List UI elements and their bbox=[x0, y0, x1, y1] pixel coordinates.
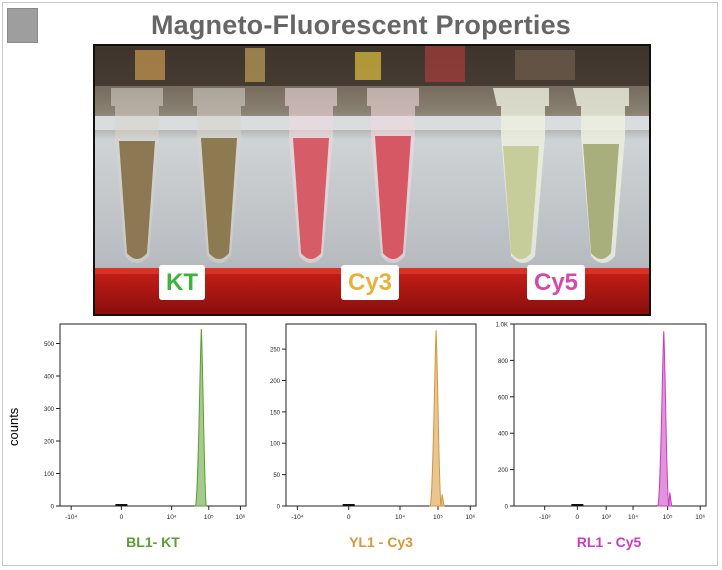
x-tick-label: 10⁴ bbox=[395, 514, 405, 521]
histogram-rl1: 0 200 400 600 800 1.0K -10³ 0 10³ 10⁴ 10⁵ 10⁶ bbox=[484, 322, 712, 548]
baseline-noise bbox=[571, 504, 584, 506]
plot-frame bbox=[513, 323, 707, 507]
y-tick-label: 400 bbox=[44, 375, 55, 381]
x-tick-label: 10⁵ bbox=[663, 514, 673, 521]
y-axis-label: counts bbox=[6, 407, 21, 446]
x-tick-label: 10³ bbox=[601, 514, 611, 521]
tube-label-cy5: Cy5 bbox=[527, 265, 586, 300]
tubes-photo: KT Cy3 Cy5 bbox=[93, 44, 651, 316]
x-tick-label: 10⁵ bbox=[433, 514, 443, 521]
y-tick-label: 250 bbox=[270, 348, 281, 354]
plot-frame bbox=[285, 323, 477, 507]
x-tick-label: 0 bbox=[120, 514, 124, 521]
corner-box bbox=[7, 8, 38, 43]
baseline-noise bbox=[342, 504, 355, 506]
y-tick-label: 150 bbox=[270, 410, 281, 416]
plot-frame bbox=[59, 323, 247, 507]
histogram-peak bbox=[429, 330, 445, 507]
x-tick-label: 0 bbox=[576, 514, 580, 521]
histogram-peak bbox=[194, 328, 208, 507]
y-tick-label: 1.0K bbox=[496, 323, 508, 329]
tube-label-cy3: Cy3 bbox=[341, 265, 400, 300]
histogram-peak bbox=[656, 331, 673, 507]
slide-title: Magneto-Fluorescent Properties bbox=[150, 10, 572, 40]
x-axis-label-bl1: BL1- KT bbox=[126, 534, 180, 550]
histogram-yl1: 0 50 100 150 200 250 -10⁴ 0 10⁴ 10⁵ 10⁶ bbox=[256, 322, 482, 548]
y-tick-label: 800 bbox=[498, 359, 509, 365]
x-tick-label: 10⁵ bbox=[204, 514, 214, 521]
y-tick-label: 200 bbox=[270, 379, 281, 385]
y-tick-label: 500 bbox=[44, 342, 55, 348]
y-tick-label: 100 bbox=[44, 472, 55, 478]
x-tick-label: 10⁴ bbox=[167, 514, 177, 521]
x-tick-label: -10³ bbox=[539, 514, 551, 521]
y-tick-label: 200 bbox=[498, 468, 509, 474]
y-tick-label: 0 bbox=[51, 505, 55, 511]
x-axis-label-yl1: YL1 - Cy3 bbox=[349, 534, 413, 550]
x-tick-label: -10⁴ bbox=[65, 514, 77, 521]
baseline-noise bbox=[115, 504, 128, 506]
y-tick-label: 600 bbox=[498, 395, 509, 401]
x-tick-label: -10⁴ bbox=[291, 514, 303, 521]
y-tick-label: 0 bbox=[277, 505, 281, 511]
y-tick-label: 200 bbox=[44, 440, 55, 446]
y-tick-label: 100 bbox=[270, 442, 281, 448]
x-tick-label: 10⁶ bbox=[695, 514, 705, 521]
y-tick-label: 50 bbox=[273, 473, 280, 479]
tube-label-kt: KT bbox=[159, 265, 205, 300]
x-tick-label: 0 bbox=[347, 514, 351, 521]
x-axis-label-rl1: RL1 - Cy5 bbox=[576, 534, 642, 550]
x-tick-label: 10⁶ bbox=[465, 514, 475, 521]
y-tick-label: 400 bbox=[498, 432, 509, 438]
y-tick-label: 0 bbox=[505, 505, 509, 511]
histogram-bl1: 0 100 200 300 400 500 -10⁴ 0 10⁴ 10⁵ 10⁶ bbox=[30, 322, 252, 548]
x-tick-label: 10⁶ bbox=[235, 514, 245, 521]
x-tick-label: 10⁴ bbox=[628, 514, 638, 521]
y-tick-label: 300 bbox=[44, 407, 55, 413]
